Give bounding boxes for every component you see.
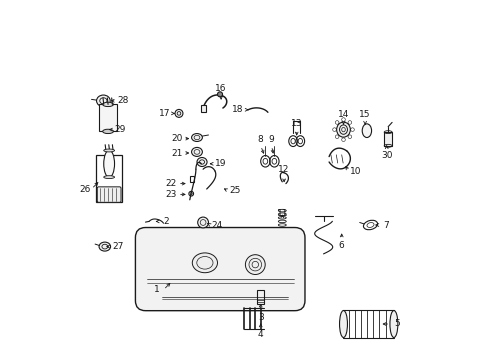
Text: 9: 9 xyxy=(268,135,274,144)
Text: 16: 16 xyxy=(215,85,226,94)
Text: 14: 14 xyxy=(337,110,348,119)
Text: 24: 24 xyxy=(211,220,222,230)
Ellipse shape xyxy=(197,158,206,166)
Bar xyxy=(384,132,391,146)
Ellipse shape xyxy=(339,310,347,338)
Bar xyxy=(96,155,122,202)
Ellipse shape xyxy=(217,92,222,97)
Text: 22: 22 xyxy=(165,179,177,188)
Text: 10: 10 xyxy=(349,166,361,176)
Text: 11: 11 xyxy=(276,209,287,217)
Ellipse shape xyxy=(336,122,349,137)
Text: 21: 21 xyxy=(171,149,182,158)
Ellipse shape xyxy=(245,255,264,274)
Bar xyxy=(257,290,263,304)
Ellipse shape xyxy=(389,310,397,338)
Ellipse shape xyxy=(362,124,371,138)
Ellipse shape xyxy=(103,149,114,152)
Text: 19: 19 xyxy=(214,159,225,168)
Text: 26: 26 xyxy=(79,185,90,194)
Ellipse shape xyxy=(197,217,208,228)
Text: 30: 30 xyxy=(380,152,392,161)
Ellipse shape xyxy=(102,102,113,107)
Ellipse shape xyxy=(191,134,202,141)
Ellipse shape xyxy=(103,176,114,179)
Text: 1: 1 xyxy=(154,285,160,294)
Text: 29: 29 xyxy=(114,125,125,134)
Text: 25: 25 xyxy=(228,186,240,195)
FancyBboxPatch shape xyxy=(135,228,305,311)
Text: 5: 5 xyxy=(393,320,399,328)
Ellipse shape xyxy=(99,242,110,251)
Text: 2: 2 xyxy=(163,217,169,226)
Ellipse shape xyxy=(191,148,202,157)
Text: 20: 20 xyxy=(171,134,182,143)
Text: 17: 17 xyxy=(158,109,170,118)
Ellipse shape xyxy=(103,150,114,177)
Text: 4: 4 xyxy=(257,330,263,338)
Bar xyxy=(189,176,194,182)
Text: 28: 28 xyxy=(117,96,129,105)
Bar xyxy=(200,105,205,112)
Text: 18: 18 xyxy=(232,105,244,114)
Ellipse shape xyxy=(192,253,217,273)
Ellipse shape xyxy=(96,95,110,107)
Text: 7: 7 xyxy=(382,220,388,230)
Ellipse shape xyxy=(102,129,113,134)
Text: 23: 23 xyxy=(165,190,177,199)
Text: 13: 13 xyxy=(290,119,302,128)
Text: 8: 8 xyxy=(257,135,263,144)
Bar xyxy=(99,104,117,131)
Text: 12: 12 xyxy=(278,166,289,175)
Text: 15: 15 xyxy=(359,110,370,119)
FancyBboxPatch shape xyxy=(97,187,121,202)
Text: 27: 27 xyxy=(112,242,123,251)
Text: 3: 3 xyxy=(257,313,263,323)
Ellipse shape xyxy=(175,109,183,117)
Text: 6: 6 xyxy=(338,242,344,251)
